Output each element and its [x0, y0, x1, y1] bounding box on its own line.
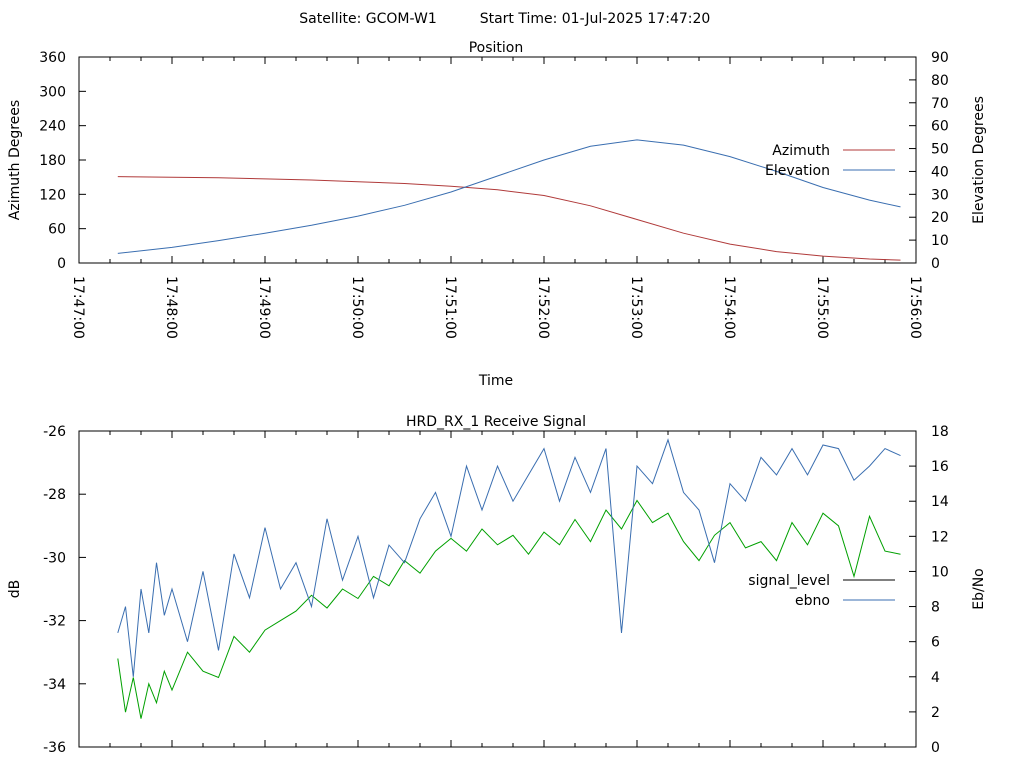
y2-tick-label: 20	[931, 210, 949, 226]
y2-tick-label: 40	[931, 164, 949, 180]
y-tick-label: -34	[43, 677, 66, 693]
y2-tick-label: 60	[931, 119, 949, 135]
y-tick-label: 60	[48, 222, 66, 238]
receive-signal-chart: HRD_RX_1 Receive Signal -36-34-32-30-28-…	[7, 414, 987, 756]
y-axis-label: dB	[7, 580, 23, 599]
y2-axis: 0 2 4 6 8 10 12 14 16 18	[909, 424, 949, 756]
x-tick-label: 17:48:00	[163, 276, 179, 339]
series-line-Elevation	[117, 139, 901, 254]
y2-tick-label: 90	[931, 50, 949, 66]
start-time-label: Start Time: 01-Jul-2025 17:47:20	[480, 11, 711, 27]
legend-label: ebno	[795, 593, 830, 609]
x-axis	[78, 431, 917, 747]
satellite-label: Satellite: GCOM-W1	[299, 11, 436, 27]
y2-tick-label: 50	[931, 142, 949, 158]
x-axis-label: Time	[478, 373, 513, 389]
x-tick-label: 17:51:00	[442, 276, 458, 339]
y-tick-label: -30	[43, 550, 66, 566]
chart-title: Position	[469, 40, 524, 56]
chart-title: HRD_RX_1 Receive Signal	[406, 414, 586, 430]
y-tick-label: -32	[43, 614, 66, 630]
y2-tick-label: 80	[931, 73, 949, 89]
y-tick-label: 300	[39, 84, 66, 100]
x-tick-label: 17:54:00	[721, 276, 737, 339]
y2-tick-label: 18	[931, 424, 949, 440]
y-axis: -36 -34 -32 -30 -28 -26	[43, 424, 86, 756]
y2-axis-label: Elevation Degrees	[971, 96, 987, 224]
x-tick-label: 17:47:00	[70, 276, 86, 339]
plot-frame	[78, 56, 917, 264]
series-line-ebno	[117, 438, 901, 677]
y2-tick-label: 12	[931, 529, 949, 545]
legend: Azimuth Elevation	[765, 143, 895, 179]
series-line-Azimuth	[117, 176, 901, 261]
y2-tick-label: 16	[931, 459, 949, 475]
y2-axis: 0 10 20 30 40 50 60 70 80 90	[909, 50, 949, 272]
y2-tick-label: 10	[931, 233, 949, 249]
series-layer	[117, 139, 901, 261]
y2-tick-label: 8	[931, 600, 940, 616]
legend-label: Azimuth	[772, 143, 830, 159]
x-tick-label: 17:52:00	[535, 276, 551, 339]
plot-frame	[78, 430, 917, 748]
x-tick-label: 17:55:00	[814, 276, 830, 339]
x-axis: 17:47:00 17:48:00 17:49:00 17:50:00 17:51:00…	[70, 57, 923, 339]
legend-label: signal_level	[748, 573, 830, 589]
y-tick-label: 0	[57, 256, 66, 272]
y2-tick-label: 0	[931, 740, 940, 756]
x-tick-label: 17:50:00	[349, 276, 365, 339]
x-tick-label: 17:53:00	[628, 276, 644, 339]
y2-axis-label: Eb/No	[971, 568, 987, 610]
position-chart: Position 0 60 120 180 240 300 360 0 10 20 30 40 50 6…	[7, 40, 987, 389]
y-axis-label: Azimuth Degrees	[7, 100, 23, 220]
y-axis: 0 60 120 180 240 300 360	[39, 50, 86, 272]
legend-label: Elevation	[765, 163, 830, 179]
y-tick-label: 120	[39, 187, 66, 203]
y2-tick-label: 14	[931, 494, 949, 510]
y-tick-label: 180	[39, 153, 66, 169]
series-layer	[117, 438, 901, 719]
y2-tick-label: 6	[931, 635, 940, 651]
x-tick-label: 17:56:00	[907, 276, 923, 339]
y2-tick-label: 2	[931, 705, 940, 721]
y-tick-label: -26	[43, 424, 66, 440]
y2-tick-label: 4	[931, 670, 940, 686]
y-tick-label: -36	[43, 740, 66, 756]
y2-tick-label: 30	[931, 187, 949, 203]
series-line-signal_level	[117, 499, 901, 719]
x-tick-label: 17:49:00	[256, 276, 272, 339]
y-tick-label: -28	[43, 487, 66, 503]
y2-tick-label: 0	[931, 256, 940, 272]
y-tick-label: 240	[39, 119, 66, 135]
y2-tick-label: 70	[931, 96, 949, 112]
y-tick-label: 360	[39, 50, 66, 66]
y2-tick-label: 10	[931, 564, 949, 580]
